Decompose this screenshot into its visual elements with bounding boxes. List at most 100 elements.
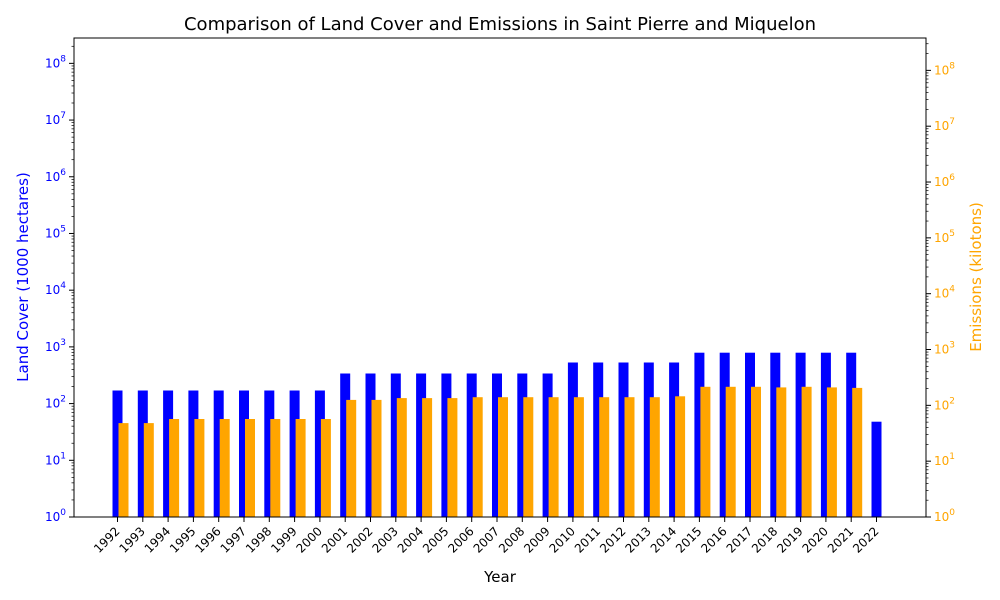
emissions-bar-1994 xyxy=(169,419,180,517)
left-y-tick-label: 102 xyxy=(45,395,66,411)
x-tick-label-1997: 1997 xyxy=(218,524,249,555)
land-cover-bar-2016 xyxy=(719,352,730,517)
y-axis-label-right: Emissions (kilotons) xyxy=(967,202,985,352)
land-cover-bar-2020 xyxy=(820,352,831,517)
left-y-tick-label: 105 xyxy=(45,224,66,240)
left-y-tick-label: 108 xyxy=(45,54,66,70)
left-y-tick-label: 104 xyxy=(45,281,66,297)
land-cover-bar-1999 xyxy=(289,390,300,517)
emissions-bar-2011 xyxy=(599,397,610,517)
emissions-bar-1995 xyxy=(194,419,205,517)
emissions-bar-2000 xyxy=(320,419,331,517)
x-tick-label-2015: 2015 xyxy=(673,524,704,555)
emissions-bar-2006 xyxy=(472,397,483,517)
land-cover-bar-1998 xyxy=(264,390,275,517)
x-tick-label-2005: 2005 xyxy=(420,524,451,555)
emissions-bar-2019 xyxy=(801,386,812,517)
land-cover-bar-2006 xyxy=(466,373,477,517)
right-y-tick-label: 106 xyxy=(934,173,955,189)
land-cover-bar-2013 xyxy=(643,362,654,517)
x-tick-label-2018: 2018 xyxy=(749,524,780,555)
emissions-bar-2001 xyxy=(346,399,357,517)
x-tick-label-2013: 2013 xyxy=(622,524,653,555)
land-cover-bar-2014 xyxy=(669,362,680,517)
emissions-bar-2021 xyxy=(852,387,863,517)
land-cover-bar-2012 xyxy=(618,362,629,517)
emissions-bar-1993 xyxy=(143,423,154,517)
land-cover-bar-2001 xyxy=(340,373,351,517)
land-cover-bar-2007 xyxy=(492,373,502,517)
emissions-bar-2014 xyxy=(675,396,686,517)
x-tick-label-2014: 2014 xyxy=(648,524,679,555)
emissions-bar-2009 xyxy=(548,397,559,517)
x-tick-label-2022: 2022 xyxy=(850,524,881,555)
emissions-bar-2017 xyxy=(751,386,761,517)
land-cover-bar-2015 xyxy=(694,352,705,517)
x-tick-label-1994: 1994 xyxy=(142,524,173,555)
x-tick-label-2011: 2011 xyxy=(572,524,603,555)
emissions-bar-2015 xyxy=(700,386,711,517)
land-cover-bar-2009 xyxy=(542,373,553,517)
left-y-tick-label: 107 xyxy=(45,111,66,127)
land-cover-bar-2004 xyxy=(416,373,427,517)
emissions-bar-2003 xyxy=(396,398,407,517)
x-tick-label-2012: 2012 xyxy=(597,524,628,555)
x-tick-label-2019: 2019 xyxy=(774,524,805,555)
land-cover-bar-1997 xyxy=(239,390,249,517)
land-cover-bar-2002 xyxy=(365,373,376,517)
emissions-bar-2010 xyxy=(573,397,584,517)
emissions-bar-2020 xyxy=(826,387,837,517)
plot-frame xyxy=(73,37,927,518)
land-cover-bar-1996 xyxy=(213,390,224,517)
land-cover-bar-2022 xyxy=(871,421,882,517)
land-cover-bar-2021 xyxy=(846,352,857,517)
emissions-bar-2013 xyxy=(649,397,660,517)
emissions-bar-2012 xyxy=(624,397,635,517)
land-cover-bar-2017 xyxy=(745,352,755,517)
land-cover-bar-1993 xyxy=(137,390,148,517)
x-tick-label-2003: 2003 xyxy=(369,524,400,555)
x-tick-label-2010: 2010 xyxy=(547,524,578,555)
x-tick-label-1999: 1999 xyxy=(268,524,299,555)
left-y-tick-label: 100 xyxy=(45,508,66,524)
emissions-bar-2002 xyxy=(371,399,382,517)
emissions-bar-1997 xyxy=(245,419,255,517)
x-tick-label-1996: 1996 xyxy=(192,524,223,555)
right-y-tick-label: 100 xyxy=(934,508,955,524)
x-tick-label-2001: 2001 xyxy=(319,524,350,555)
emissions-bar-2007 xyxy=(498,397,508,517)
emissions-bar-2016 xyxy=(725,386,736,517)
emissions-bar-2004 xyxy=(422,398,433,517)
land-cover-bar-2018 xyxy=(770,352,781,517)
chart-title: Comparison of Land Cover and Emissions i… xyxy=(184,14,816,35)
land-cover-bar-2010 xyxy=(567,362,578,517)
y-axis-label-left: Land Cover (1000 hectares) xyxy=(14,172,32,382)
land-cover-bar-2011 xyxy=(593,362,604,517)
land-cover-bar-2003 xyxy=(390,373,401,517)
emissions-bar-2005 xyxy=(447,398,458,517)
emissions-bar-1992 xyxy=(118,423,129,517)
land-cover-bar-2019 xyxy=(795,352,806,517)
x-tick-label-2007: 2007 xyxy=(471,524,502,555)
left-y-tick-label: 103 xyxy=(45,338,66,354)
x-tick-label-2016: 2016 xyxy=(698,524,729,555)
right-y-tick-label: 107 xyxy=(934,117,955,133)
x-tick-label-2021: 2021 xyxy=(825,524,856,555)
land-cover-bar-1992 xyxy=(112,390,123,517)
x-tick-label-1993: 1993 xyxy=(116,524,147,555)
land-cover-bar-2008 xyxy=(517,373,528,517)
left-y-tick-label: 101 xyxy=(45,451,66,467)
emissions-bar-1996 xyxy=(219,419,230,517)
right-y-tick-label: 105 xyxy=(934,229,955,245)
x-axis-label: Year xyxy=(483,568,517,586)
emissions-bar-2018 xyxy=(776,387,787,517)
x-tick-label-2020: 2020 xyxy=(800,524,831,555)
land-cover-bar-2000 xyxy=(314,390,325,517)
emissions-bar-1999 xyxy=(295,419,306,517)
right-y-tick-label: 103 xyxy=(934,341,955,357)
x-tick-label-2000: 2000 xyxy=(294,524,325,555)
right-y-tick-label: 101 xyxy=(934,452,955,468)
x-tick-label-2008: 2008 xyxy=(496,524,527,555)
x-tick-label-2006: 2006 xyxy=(445,524,476,555)
